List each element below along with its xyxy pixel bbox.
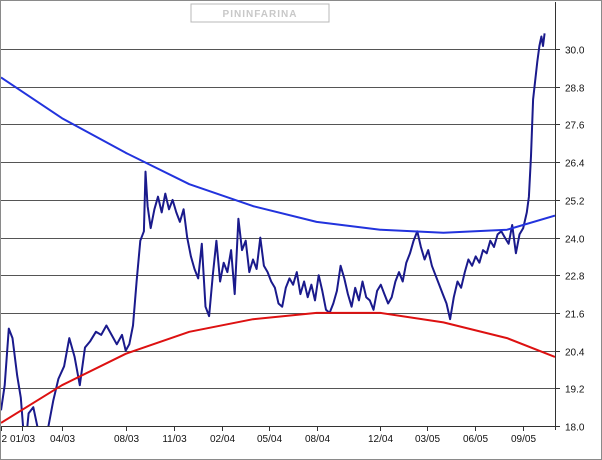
x-tick-label: 08/04: [305, 434, 330, 445]
y-tick-label: 20.4: [565, 348, 585, 359]
title-box: [190, 3, 330, 23]
y-tick-label: 18.0: [565, 423, 585, 434]
x-tick-label: 06/05: [463, 434, 488, 445]
lower-trend-curve: [1, 311, 555, 424]
upper-trend-curve: [1, 76, 555, 234]
series-group: [1, 33, 555, 426]
x-tick-label: 11/03: [162, 434, 187, 445]
x-tick-label: 09/05: [511, 434, 536, 445]
y-tick-label: 30.0: [565, 46, 585, 57]
x-tick-label: 2: [2, 434, 8, 445]
y-tick-label: 19.2: [565, 385, 585, 396]
x-tick-label: 12/04: [368, 434, 393, 445]
x-tick-label: 03/05: [415, 434, 440, 445]
x-tick-label: 02/04: [210, 434, 235, 445]
chart-title: PININFARINA: [223, 9, 298, 20]
y-tick-label: 28.8: [565, 84, 585, 95]
title-group: PININFARINA: [190, 3, 330, 23]
axes: 18.0 19.2 20.4 21.6 22.8 24.0 25.2 26.4 27.6 28.8…: [1, 2, 585, 445]
y-tick-label: 21.6: [565, 310, 585, 321]
x-tick-label: 08/03: [114, 434, 139, 445]
x-tick-label: 01/03: [10, 434, 35, 445]
y-tick-label: 27.6: [565, 121, 585, 132]
y-tick-label: 22.8: [565, 272, 585, 283]
x-tick-label: 05/04: [257, 434, 282, 445]
y-tick-label: 26.4: [565, 159, 585, 170]
grid: [1, 49, 555, 427]
y-tick-label: 24.0: [565, 235, 585, 246]
y-tick-label: 25.2: [565, 197, 585, 208]
x-tick-label: 04/03: [50, 434, 75, 445]
price-line: [1, 33, 546, 426]
